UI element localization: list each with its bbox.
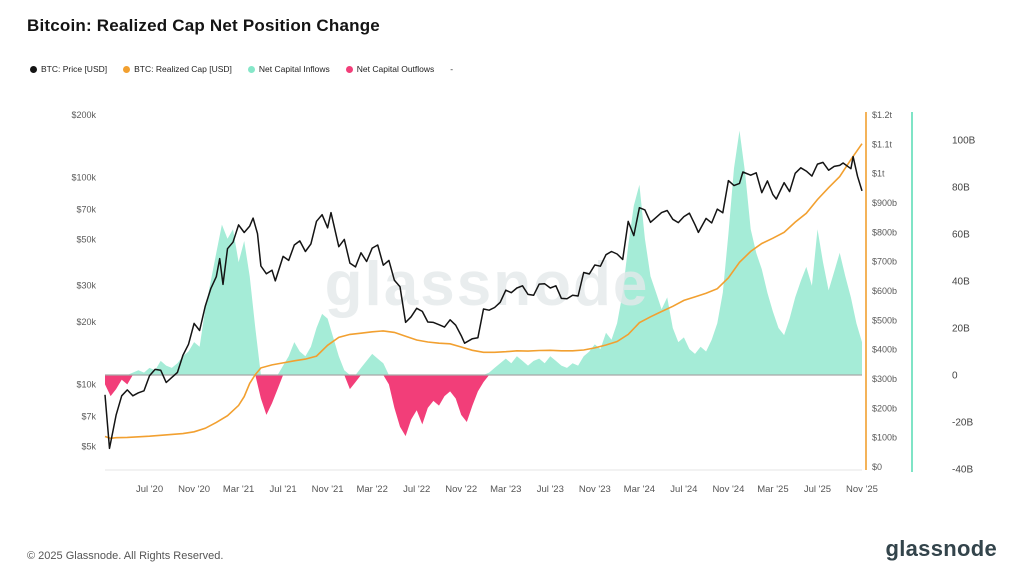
legend-label: BTC: Realized Cap [USD]	[134, 64, 232, 74]
price-axis-tick: $50k	[76, 235, 96, 245]
realized-axis-tick: $600b	[872, 286, 897, 296]
x-axis-tick: Mar '24	[624, 484, 655, 495]
net-axis-tick: 100B	[952, 136, 976, 147]
price-series-dot-icon	[30, 65, 37, 73]
realized-axis-tick: $900b	[872, 198, 897, 208]
copyright-text: © 2025 Glassnode. All Rights Reserved.	[27, 550, 224, 562]
legend-label: BTC: Price [USD]	[41, 64, 108, 74]
x-axis-tick: Jul '22	[403, 484, 430, 495]
realized-axis-tick: $500b	[872, 315, 897, 325]
outflows-series-dot-icon	[345, 65, 353, 73]
legend-label: -	[450, 64, 454, 74]
legend-item-extra[interactable]: -	[450, 64, 453, 74]
price-axis-tick: $70k	[76, 204, 96, 214]
net-axis-tick: 0	[952, 371, 958, 382]
x-axis-tick: Nov '24	[712, 484, 744, 495]
x-axis-tick: Jul '24	[670, 484, 697, 495]
price-axis-tick: $30k	[76, 281, 96, 291]
legend-label: Net Capital Inflows	[258, 64, 330, 74]
footer: © 2025 Glassnode. All Rights Reserved. g…	[0, 536, 1024, 562]
net-outflows-area	[105, 375, 862, 437]
price-axis-tick: $20k	[76, 317, 96, 327]
realized-axis-tick: $100b	[872, 433, 897, 443]
x-axis-tick: Mar '22	[356, 484, 387, 495]
x-axis-tick: Nov '20	[178, 484, 210, 495]
x-axis-tick: Mar '25	[757, 484, 788, 495]
price-line	[104, 155, 863, 450]
x-axis-tick: Mar '21	[223, 484, 254, 495]
realized-axis-tick: $300b	[872, 374, 897, 384]
realized-axis-tick: $800b	[872, 227, 897, 237]
net-axis-tick: -20B	[952, 418, 973, 429]
glassnode-watermark: glassnode	[325, 250, 650, 319]
realized-axis-tick: $1t	[872, 169, 885, 179]
net-axis-tick: 20B	[952, 324, 970, 335]
realized-axis-tick: $0	[872, 462, 882, 472]
x-axis-tick: Jul '25	[804, 484, 831, 495]
net-axis-tick: 40B	[952, 277, 970, 288]
inflows-series-dot-icon	[247, 65, 255, 73]
x-axis-tick: Jul '21	[270, 484, 297, 495]
realized-axis-tick: $200b	[872, 403, 897, 413]
legend: BTC: Price [USD] BTC: Realized Cap [USD]…	[30, 64, 453, 74]
realized-cap-line	[104, 143, 863, 440]
price-axis-tick: $100k	[71, 172, 96, 182]
net-inflows-area	[105, 130, 862, 375]
legend-item-net-outflows[interactable]: Net Capital Outflows	[345, 64, 435, 74]
x-axis-tick: Nov '21	[312, 484, 344, 495]
x-axis-tick: Nov '23	[579, 484, 611, 495]
x-axis-tick: Nov '22	[445, 484, 477, 495]
price-axis-tick: $5k	[81, 442, 96, 452]
net-axis-tick: -40B	[952, 465, 973, 476]
x-axis-tick: Jul '20	[136, 484, 163, 495]
realized-axis-tick: $700b	[872, 257, 897, 267]
x-axis-tick: Mar '23	[490, 484, 521, 495]
glassnode-logo[interactable]: glassnode	[885, 536, 997, 561]
price-axis-tick: $7k	[81, 411, 96, 421]
legend-item-realized-cap[interactable]: BTC: Realized Cap [USD]	[123, 64, 232, 74]
realized-axis-tick: $1.1t	[872, 139, 893, 149]
legend-label: Net Capital Outflows	[356, 64, 435, 74]
net-axis-tick: 80B	[952, 183, 970, 194]
chart-title: Bitcoin: Realized Cap Net Position Chang…	[27, 16, 380, 35]
realized-cap-series-dot-icon	[123, 65, 131, 73]
realized-axis-tick: $1.2t	[872, 110, 893, 120]
realized-axis-tick: $400b	[872, 345, 897, 355]
net-axis-tick: 60B	[952, 230, 970, 241]
price-axis-tick: $200k	[71, 110, 96, 120]
price-axis-tick: $10k	[76, 379, 96, 389]
x-axis-tick: Jul '23	[537, 484, 564, 495]
legend-item-net-inflows[interactable]: Net Capital Inflows	[247, 64, 330, 74]
legend-item-price[interactable]: BTC: Price [USD]	[30, 64, 107, 74]
x-axis-tick: Nov '25	[846, 484, 878, 495]
